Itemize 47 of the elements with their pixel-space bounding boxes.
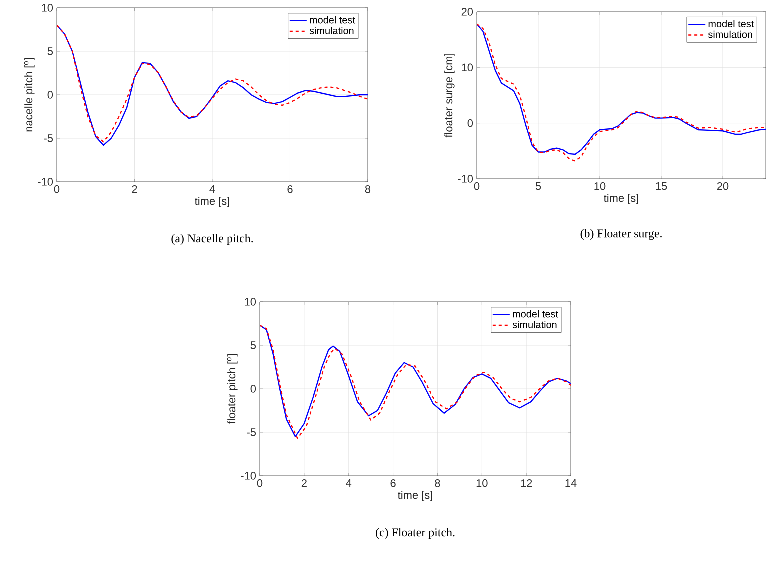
y-tick-label: -5 xyxy=(247,428,256,436)
x-tick-label: 0 xyxy=(474,182,480,190)
y-tick-label: 10 xyxy=(462,64,474,72)
x-tick-label: 8 xyxy=(435,480,440,488)
x-tick-label: 4 xyxy=(210,186,216,194)
y-tick-label: 5 xyxy=(48,48,54,56)
x-tick-label: 0 xyxy=(54,186,60,194)
y-tick-label: 5 xyxy=(250,342,256,350)
x-axis-title: time [s] xyxy=(398,491,432,502)
y-tick-label: 10 xyxy=(42,4,54,12)
x-tick-label: 14 xyxy=(566,480,577,488)
text: (b) Floater surge. xyxy=(580,229,662,240)
x-axis-title: time [s] xyxy=(195,197,230,208)
y-tick-label: 10 xyxy=(245,298,256,306)
text: (c) Floater pitch. xyxy=(376,528,455,540)
legend-label: model test xyxy=(310,16,356,24)
y-tick-label: -10 xyxy=(458,175,474,183)
x-tick-label: 4 xyxy=(346,480,352,488)
y-axis-title: floater pitch [$^{o}$] xyxy=(227,354,238,424)
x-tick-label: 2 xyxy=(302,480,307,488)
text: (a) Nacelle pitch. xyxy=(172,234,254,246)
legend-label: model test xyxy=(513,310,558,318)
x-tick-label: 15 xyxy=(656,182,668,190)
x-tick-label: 10 xyxy=(476,480,488,488)
x-tick-label: 5 xyxy=(536,182,542,190)
y-axis-title: floater surge [cm] xyxy=(444,54,455,138)
y-tick-label: -10 xyxy=(241,472,256,480)
x-tick-label: 12 xyxy=(521,480,532,488)
x-tick-label: 6 xyxy=(390,480,396,488)
y-tick-label: -5 xyxy=(44,134,54,142)
y-tick-label: 0 xyxy=(48,91,54,99)
x-tick-label: 10 xyxy=(594,182,606,190)
y-tick-label: 0 xyxy=(468,119,474,128)
x-tick-label: 20 xyxy=(717,182,729,190)
x-tick-label: 2 xyxy=(132,186,138,194)
legend-label: simulation xyxy=(708,30,752,38)
x-tick-label: 0 xyxy=(257,480,263,488)
x-tick-label: 8 xyxy=(365,186,371,194)
y-tick-label: -10 xyxy=(38,178,54,186)
y-tick-label: 0 xyxy=(250,385,256,393)
legend-label: simulation xyxy=(512,321,557,328)
x-tick-label: 6 xyxy=(288,186,293,194)
y-axis-title: nacelle pitch [$^{o}$] xyxy=(24,58,35,132)
x-axis-title: time [s] xyxy=(604,194,638,204)
legend-label: simulation xyxy=(310,27,354,34)
y-tick-label: 20 xyxy=(462,8,474,16)
legend-label: model test xyxy=(708,20,754,28)
